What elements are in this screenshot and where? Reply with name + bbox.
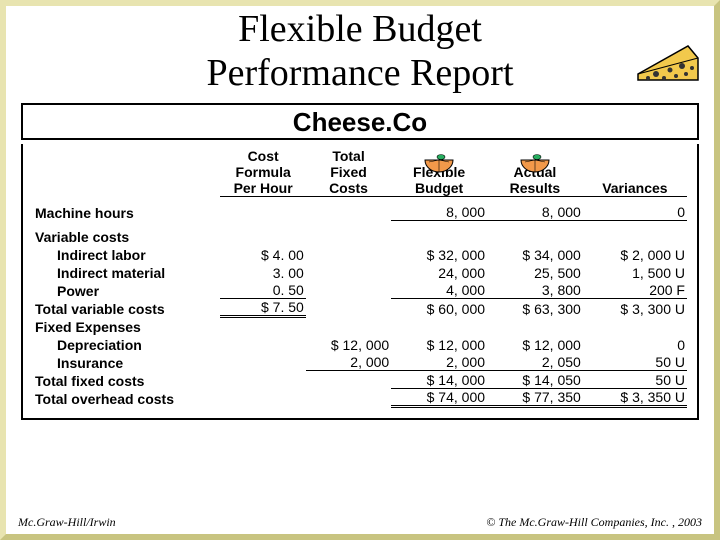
cell-value: $ 3, 350 U — [583, 389, 687, 407]
cell-value: 25, 500 — [487, 263, 583, 281]
cell-value: 4, 000 — [391, 281, 487, 299]
cell-value: 8, 000 — [487, 203, 583, 221]
cell-value: $ 12, 000 — [487, 335, 583, 353]
cell-value: $ 14, 000 — [391, 371, 487, 389]
row-label: Total overhead costs — [33, 389, 220, 407]
cell-value: 50 U — [583, 371, 687, 389]
cell-value: $ 3, 300 U — [583, 299, 687, 317]
cell-value: 1, 500 U — [583, 263, 687, 281]
header-fixed: TotalFixedCosts — [306, 148, 391, 197]
cell-value: 0 — [583, 335, 687, 353]
slide-title: Flexible Budget Performance Report — [6, 8, 714, 95]
cell-value: 2, 000 — [391, 353, 487, 371]
row-label: Total variable costs — [33, 299, 220, 317]
cell-value: $ 14, 050 — [487, 371, 583, 389]
cell-value: $ 77, 350 — [487, 389, 583, 407]
cell-value: $ 34, 000 — [487, 245, 583, 263]
report-table: CostFormulaPer Hour TotalFixedCosts Flex… — [33, 148, 687, 408]
row-label: Power — [33, 281, 220, 299]
title-line-1: Flexible Budget — [238, 8, 482, 50]
cell-value: $ 7. 50 — [220, 299, 305, 317]
row-label: Variable costs — [33, 227, 220, 245]
table-row: Variable costs — [33, 227, 687, 245]
cell-value: 8, 000 — [391, 203, 487, 221]
cell-value: $ 12, 000 — [391, 335, 487, 353]
cell-value: $ 63, 300 — [487, 299, 583, 317]
table-row: Total fixed costs $ 14, 000 $ 14, 050 50… — [33, 371, 687, 389]
header-var: Variances — [583, 148, 687, 197]
cell-value: $ 2, 000 U — [583, 245, 687, 263]
row-label: Insurance — [33, 353, 220, 371]
row-label: Depreciation — [33, 335, 220, 353]
table-row: Power 0. 50 4, 000 3, 800 200 F — [33, 281, 687, 299]
header-actual: ActualResults — [487, 148, 583, 197]
table-row: Insurance 2, 000 2, 000 2, 050 50 U — [33, 353, 687, 371]
cell-value: 50 U — [583, 353, 687, 371]
cell-value: $ 60, 000 — [391, 299, 487, 317]
table-row: Indirect labor $ 4. 00 $ 32, 000 $ 34, 0… — [33, 245, 687, 263]
cell-value: $ 74, 000 — [391, 389, 487, 407]
company-header: Cheese.Co — [21, 103, 699, 140]
company-name: Cheese.Co — [293, 107, 427, 137]
cell-value: 2, 000 — [306, 353, 391, 371]
table-row: Total overhead costs $ 74, 000 $ 77, 350… — [33, 389, 687, 407]
header-cost: CostFormulaPer Hour — [220, 148, 305, 197]
cell-value: 200 F — [583, 281, 687, 299]
header-row: CostFormulaPer Hour TotalFixedCosts Flex… — [33, 148, 687, 197]
table-row: Total variable costs $ 7. 50 $ 60, 000 $… — [33, 299, 687, 317]
cell-value: 0. 50 — [220, 281, 305, 299]
row-label: Fixed Expenses — [33, 317, 220, 335]
row-label: Indirect labor — [33, 245, 220, 263]
row-label: Machine hours — [33, 203, 220, 221]
table-row: Indirect material 3. 00 24, 000 25, 500 … — [33, 263, 687, 281]
table-row: Depreciation $ 12, 000 $ 12, 000 $ 12, 0… — [33, 335, 687, 353]
title-line-2: Performance Report — [206, 52, 513, 94]
cell-value: 2, 050 — [487, 353, 583, 371]
cell-value: 0 — [583, 203, 687, 221]
cell-value: $ 12, 000 — [306, 335, 391, 353]
cheese-icon — [636, 36, 700, 84]
table-row: Fixed Expenses — [33, 317, 687, 335]
header-flex: FlexibleBudget — [391, 148, 487, 197]
cell-value: $ 4. 00 — [220, 245, 305, 263]
cell-value: 3. 00 — [220, 263, 305, 281]
row-label: Total fixed costs — [33, 371, 220, 389]
cell-value: 24, 000 — [391, 263, 487, 281]
orange-icon — [421, 146, 457, 174]
cell-value: 3, 800 — [487, 281, 583, 299]
row-label: Indirect material — [33, 263, 220, 281]
orange-icon — [517, 146, 553, 174]
footer-copyright: © The Mc.Graw-Hill Companies, Inc. , 200… — [486, 515, 702, 530]
report-table-area: CostFormulaPer Hour TotalFixedCosts Flex… — [21, 144, 699, 420]
cell-value: $ 32, 000 — [391, 245, 487, 263]
table-row: Machine hours 8, 000 8, 000 0 — [33, 203, 687, 221]
footer-publisher: Mc.Graw-Hill/Irwin — [18, 515, 116, 530]
